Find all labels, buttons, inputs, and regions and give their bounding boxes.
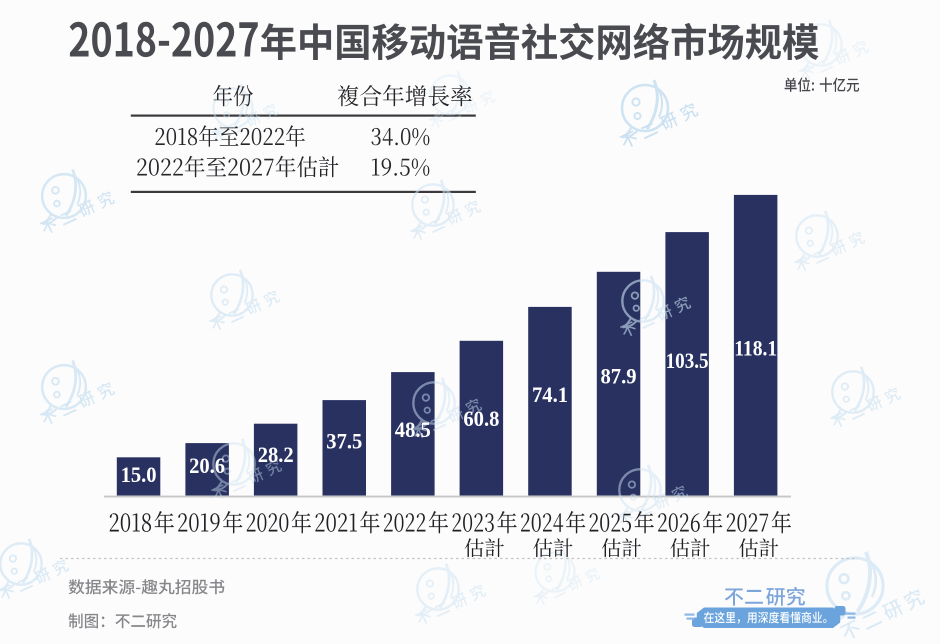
svg-text:60.8: 60.8 (463, 406, 499, 431)
svg-text:48.5: 48.5 (395, 417, 431, 442)
svg-text:74.1: 74.1 (532, 382, 568, 407)
svg-text:87.9: 87.9 (601, 363, 637, 388)
svg-text:37.5: 37.5 (326, 428, 362, 453)
svg-text:28.2: 28.2 (258, 442, 294, 467)
svg-text:118.1: 118.1 (734, 335, 777, 360)
svg-text:15.0: 15.0 (121, 462, 157, 487)
svg-text:20.6: 20.6 (189, 453, 225, 478)
svg-text:103.5: 103.5 (666, 348, 709, 373)
